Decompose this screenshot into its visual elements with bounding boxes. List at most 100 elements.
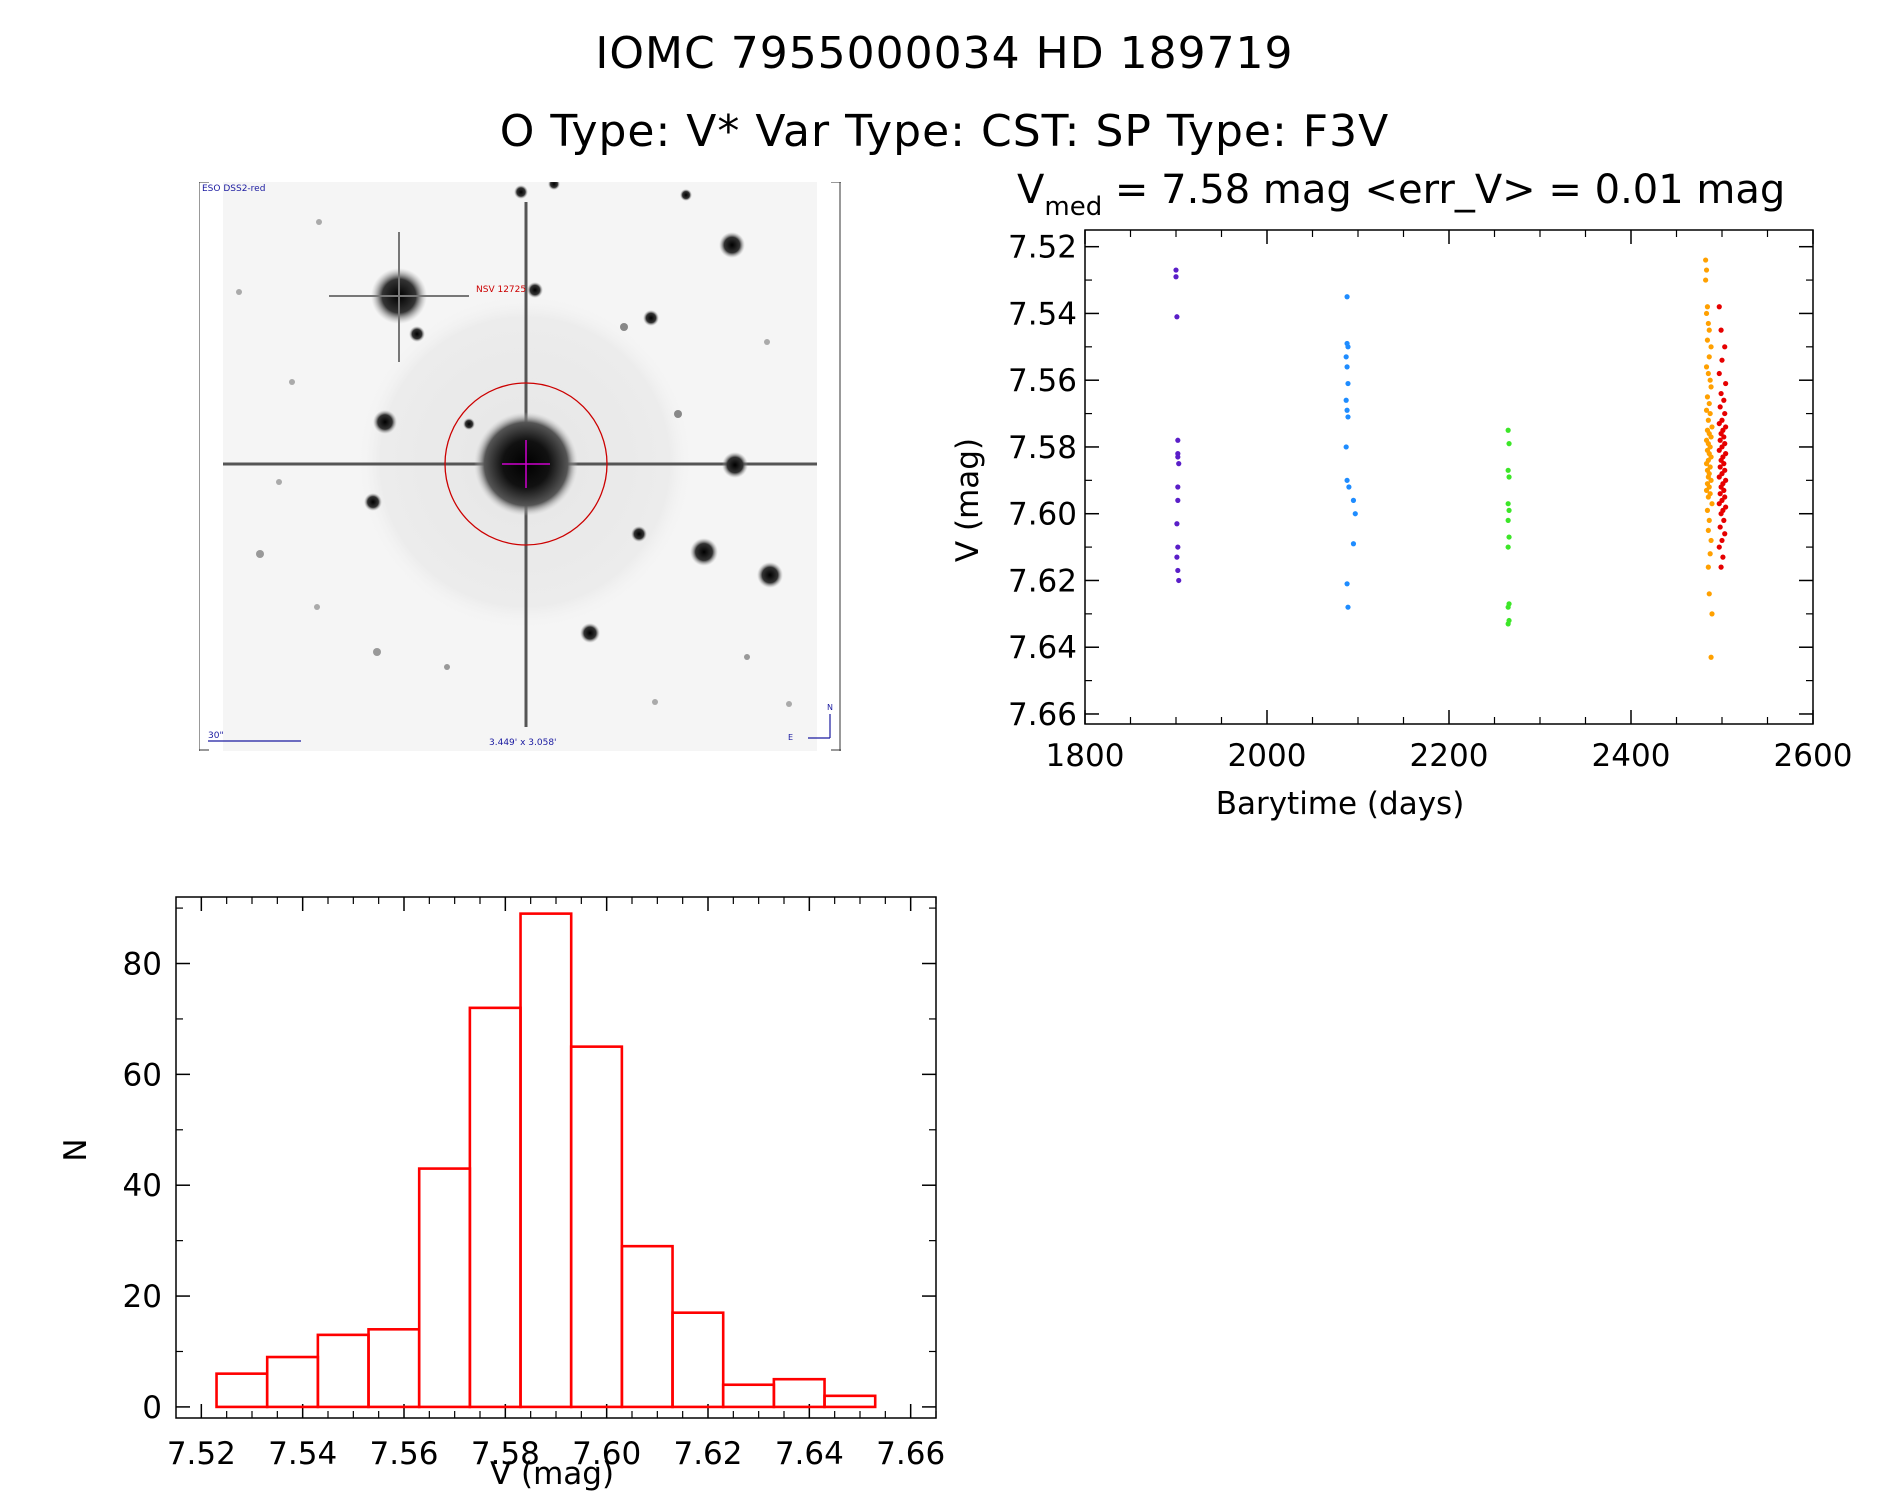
lc-title: Vmed = 7.58 mag <err_V> = 0.01 mag xyxy=(1017,167,1785,222)
lc-point xyxy=(1344,364,1350,370)
lc-point xyxy=(1705,370,1711,377)
hist-bar xyxy=(417,1167,472,1409)
lc-ytick-label: 7.56 xyxy=(1008,363,1077,399)
hist-xtick-label: 7.64 xyxy=(775,1436,844,1472)
lc-point xyxy=(1704,507,1711,513)
lc-point xyxy=(1174,314,1180,320)
lc-point xyxy=(1716,474,1722,480)
lc-point xyxy=(1505,467,1511,473)
compass-east-label: E xyxy=(788,733,793,742)
lc-point xyxy=(1350,541,1357,547)
lc-point xyxy=(1722,344,1728,350)
lc-point xyxy=(1706,591,1712,597)
field-star xyxy=(580,623,600,643)
lc-title-rest: = 7.58 mag <err_V> = 0.01 mag xyxy=(1102,167,1785,213)
lc-point xyxy=(1705,564,1711,570)
lc-ytick-label: 7.62 xyxy=(1008,563,1077,599)
survey-label: ESO DSS2-red xyxy=(202,184,265,194)
scale-label: 30" xyxy=(208,731,224,741)
compass-north-label: N xyxy=(827,703,833,712)
fov-label: 3.449' x 3.058' xyxy=(489,738,557,748)
hist-bar xyxy=(519,912,573,1409)
lc-point xyxy=(1703,487,1710,493)
field-star xyxy=(757,562,783,588)
hist-ytick-label: 60 xyxy=(123,1057,162,1093)
lc-point xyxy=(1506,441,1512,447)
lc-point xyxy=(1719,537,1725,544)
lc-point xyxy=(1721,517,1727,523)
lc-point xyxy=(1718,327,1724,333)
field-star xyxy=(527,282,543,298)
lc-point xyxy=(1718,390,1724,397)
lc-point xyxy=(1718,564,1724,570)
lc-point xyxy=(1708,344,1714,350)
lc-point xyxy=(1721,461,1727,467)
field-star xyxy=(643,310,659,326)
field-star xyxy=(719,232,745,258)
lc-point xyxy=(1703,407,1710,413)
finder-chart: NSV 12725 ESO DSS2-red 30" 3.449' x 3.05… xyxy=(199,182,841,751)
lc-point xyxy=(1175,484,1181,490)
hist-ylabel: N xyxy=(58,1138,94,1161)
field-star xyxy=(680,189,692,201)
lc-point xyxy=(1705,494,1711,500)
lc-point xyxy=(1505,621,1511,627)
lc-point xyxy=(1709,424,1715,430)
lc-point xyxy=(1703,310,1710,317)
field-star xyxy=(514,185,528,199)
lc-point xyxy=(1718,511,1724,517)
lc-point xyxy=(1175,567,1181,574)
lc-point xyxy=(1506,534,1512,540)
hist-bar xyxy=(823,1394,877,1409)
lc-point xyxy=(1721,487,1727,493)
field-star xyxy=(690,538,718,566)
lc-point xyxy=(1505,517,1511,523)
hist-bar xyxy=(620,1244,674,1409)
lc-point xyxy=(1709,611,1715,617)
lc-ytick-label: 7.64 xyxy=(1008,630,1077,666)
lc-title-sub: med xyxy=(1044,192,1102,222)
lc-point xyxy=(1343,444,1349,450)
lc-point xyxy=(1703,277,1709,283)
hist-xtick-label: 7.66 xyxy=(876,1436,945,1472)
hist-bar xyxy=(316,1333,370,1409)
lc-point xyxy=(1716,544,1722,550)
lc-point xyxy=(1704,337,1711,343)
lc-point xyxy=(1716,501,1722,507)
hist-bar xyxy=(671,1311,725,1409)
lc-point xyxy=(1505,604,1511,610)
field-star xyxy=(548,182,560,190)
hist-bar xyxy=(569,1045,624,1409)
field-star xyxy=(463,418,475,430)
field-star xyxy=(722,452,748,478)
lc-point xyxy=(1176,577,1182,584)
lc-point xyxy=(1717,437,1723,443)
hist-xtick-label: 7.58 xyxy=(471,1436,540,1472)
lc-point xyxy=(1344,407,1350,413)
lc-point xyxy=(1352,511,1358,517)
lc-xtick-label: 2200 xyxy=(1410,738,1489,774)
lc-point xyxy=(1706,354,1712,360)
lc-ylabel: V (mag) xyxy=(950,438,986,562)
lc-xtick-label: 2600 xyxy=(1774,738,1853,774)
lc-point xyxy=(1176,461,1182,467)
field-star xyxy=(409,326,425,342)
lc-point xyxy=(1704,304,1711,310)
lc-point xyxy=(1716,447,1722,453)
lc-point xyxy=(1717,491,1723,497)
lc-xtick-label: 1800 xyxy=(1046,738,1125,774)
lc-ytick-label: 7.66 xyxy=(1008,697,1077,733)
lc-point xyxy=(1173,267,1179,273)
lc-point xyxy=(1344,477,1350,483)
lc-point xyxy=(1708,537,1714,544)
lc-point xyxy=(1721,434,1727,440)
lc-point xyxy=(1722,410,1728,417)
lc-point xyxy=(1703,364,1710,370)
lc-title-prefix: V xyxy=(1017,167,1045,213)
lc-point xyxy=(1717,404,1723,410)
lc-point xyxy=(1345,380,1351,387)
lc-ytick-label: 7.60 xyxy=(1008,497,1077,533)
lc-point xyxy=(1716,420,1722,427)
lc-point xyxy=(1706,517,1712,523)
